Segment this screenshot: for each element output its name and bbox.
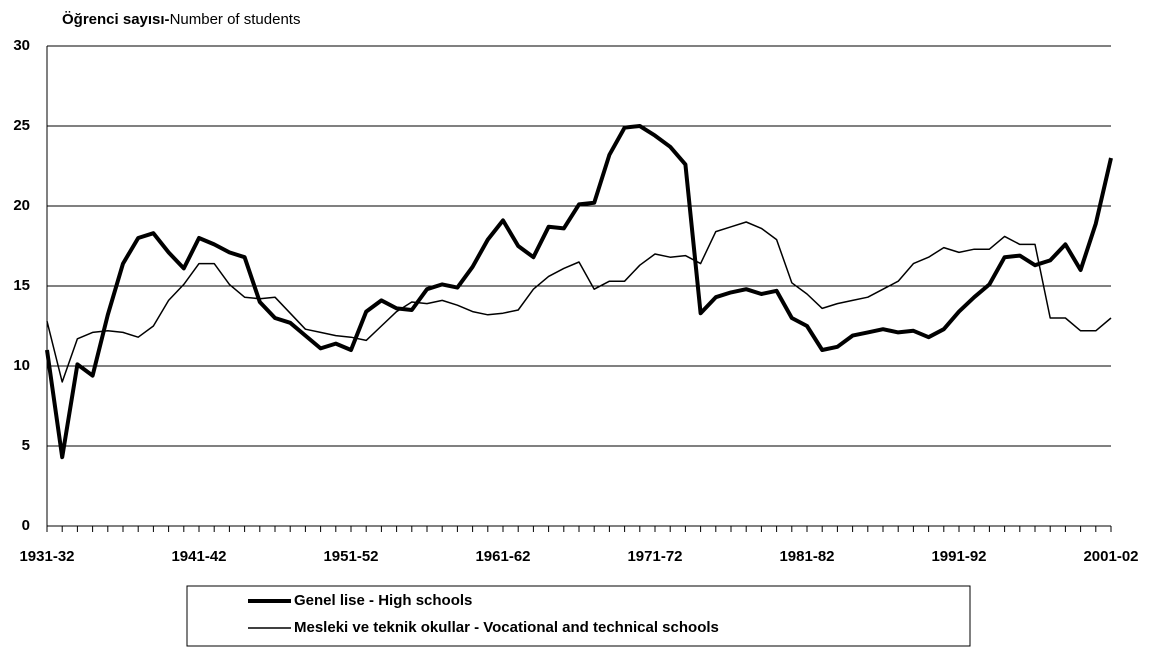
- y-tick-label: 5: [22, 437, 30, 454]
- y-axis-label: Öğrenci sayısı-Number of students: [62, 11, 300, 28]
- x-tick-label: 1981-82: [779, 548, 834, 565]
- y-label-bold: Öğrenci sayısı-: [62, 11, 170, 28]
- x-tick-label: 1991-92: [931, 548, 986, 565]
- y-tick-label: 10: [13, 357, 30, 374]
- legend-label: Mesleki ve teknik okullar - Vocational a…: [294, 619, 719, 636]
- series-line: [46, 221, 1112, 383]
- y-tick-label: 20: [13, 197, 30, 214]
- x-tick-label: 1971-72: [627, 548, 682, 565]
- legend-box: [186, 585, 971, 647]
- y-label-normal: Number of students: [170, 11, 301, 28]
- legend-label: Genel lise - High schools: [294, 592, 472, 609]
- x-tick-label: 1961-62: [475, 548, 530, 565]
- x-tick-label: 2001-02: [1083, 548, 1138, 565]
- y-tick-label: 15: [13, 277, 30, 294]
- y-tick-label: 30: [13, 37, 30, 54]
- x-tick-label: 1941-42: [171, 548, 226, 565]
- x-tick-label: 1951-52: [323, 548, 378, 565]
- y-tick-label: 0: [22, 517, 30, 534]
- series-line: [45, 124, 1113, 460]
- x-tick-label: 1931-32: [19, 548, 74, 565]
- y-tick-label: 25: [13, 117, 30, 134]
